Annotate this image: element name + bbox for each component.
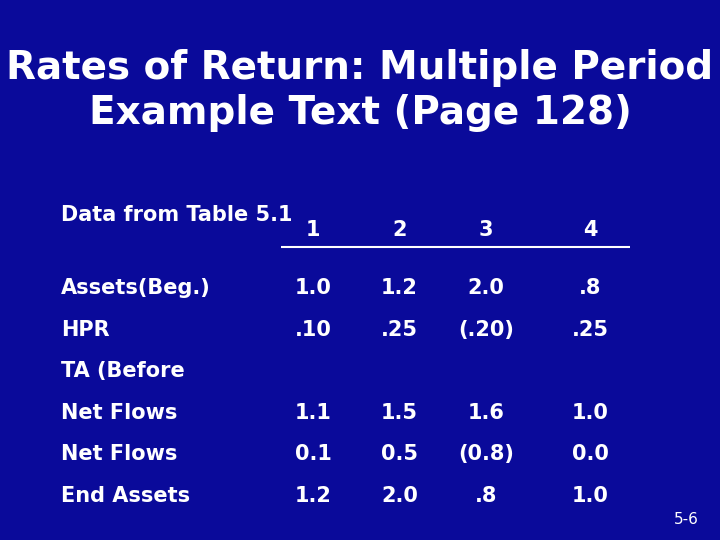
Text: .8: .8 bbox=[579, 278, 602, 298]
Text: 0.0: 0.0 bbox=[572, 444, 609, 464]
Text: 2.0: 2.0 bbox=[381, 486, 418, 506]
Text: 1.0: 1.0 bbox=[572, 486, 609, 506]
Text: 1.5: 1.5 bbox=[381, 403, 418, 423]
Text: 3: 3 bbox=[479, 220, 493, 240]
Text: 2: 2 bbox=[392, 220, 407, 240]
Text: 1.0: 1.0 bbox=[294, 278, 332, 298]
Text: 2.0: 2.0 bbox=[467, 278, 505, 298]
Text: 0.5: 0.5 bbox=[381, 444, 418, 464]
Text: 1.2: 1.2 bbox=[381, 278, 418, 298]
Text: End Assets: End Assets bbox=[61, 486, 190, 506]
Text: 0.1: 0.1 bbox=[294, 444, 332, 464]
Text: .25: .25 bbox=[381, 320, 418, 340]
Text: Net Flows: Net Flows bbox=[61, 403, 178, 423]
Text: 1.2: 1.2 bbox=[294, 486, 332, 506]
Text: Rates of Return: Multiple Period
Example Text (Page 128): Rates of Return: Multiple Period Example… bbox=[6, 49, 714, 132]
Text: 1.6: 1.6 bbox=[467, 403, 505, 423]
Text: (0.8): (0.8) bbox=[458, 444, 514, 464]
Text: Data from Table 5.1: Data from Table 5.1 bbox=[61, 205, 293, 225]
Text: 4: 4 bbox=[583, 220, 598, 240]
Text: .10: .10 bbox=[294, 320, 332, 340]
Text: (.20): (.20) bbox=[458, 320, 514, 340]
Text: .8: .8 bbox=[474, 486, 498, 506]
Text: Net Flows: Net Flows bbox=[61, 444, 178, 464]
Text: 1.1: 1.1 bbox=[294, 403, 332, 423]
Text: HPR: HPR bbox=[61, 320, 110, 340]
Text: Assets(Beg.): Assets(Beg.) bbox=[61, 278, 211, 298]
Text: 1: 1 bbox=[306, 220, 320, 240]
Text: TA (Before: TA (Before bbox=[61, 361, 185, 381]
Text: 1.0: 1.0 bbox=[572, 403, 609, 423]
Text: 5-6: 5-6 bbox=[673, 511, 698, 526]
Text: .25: .25 bbox=[572, 320, 609, 340]
